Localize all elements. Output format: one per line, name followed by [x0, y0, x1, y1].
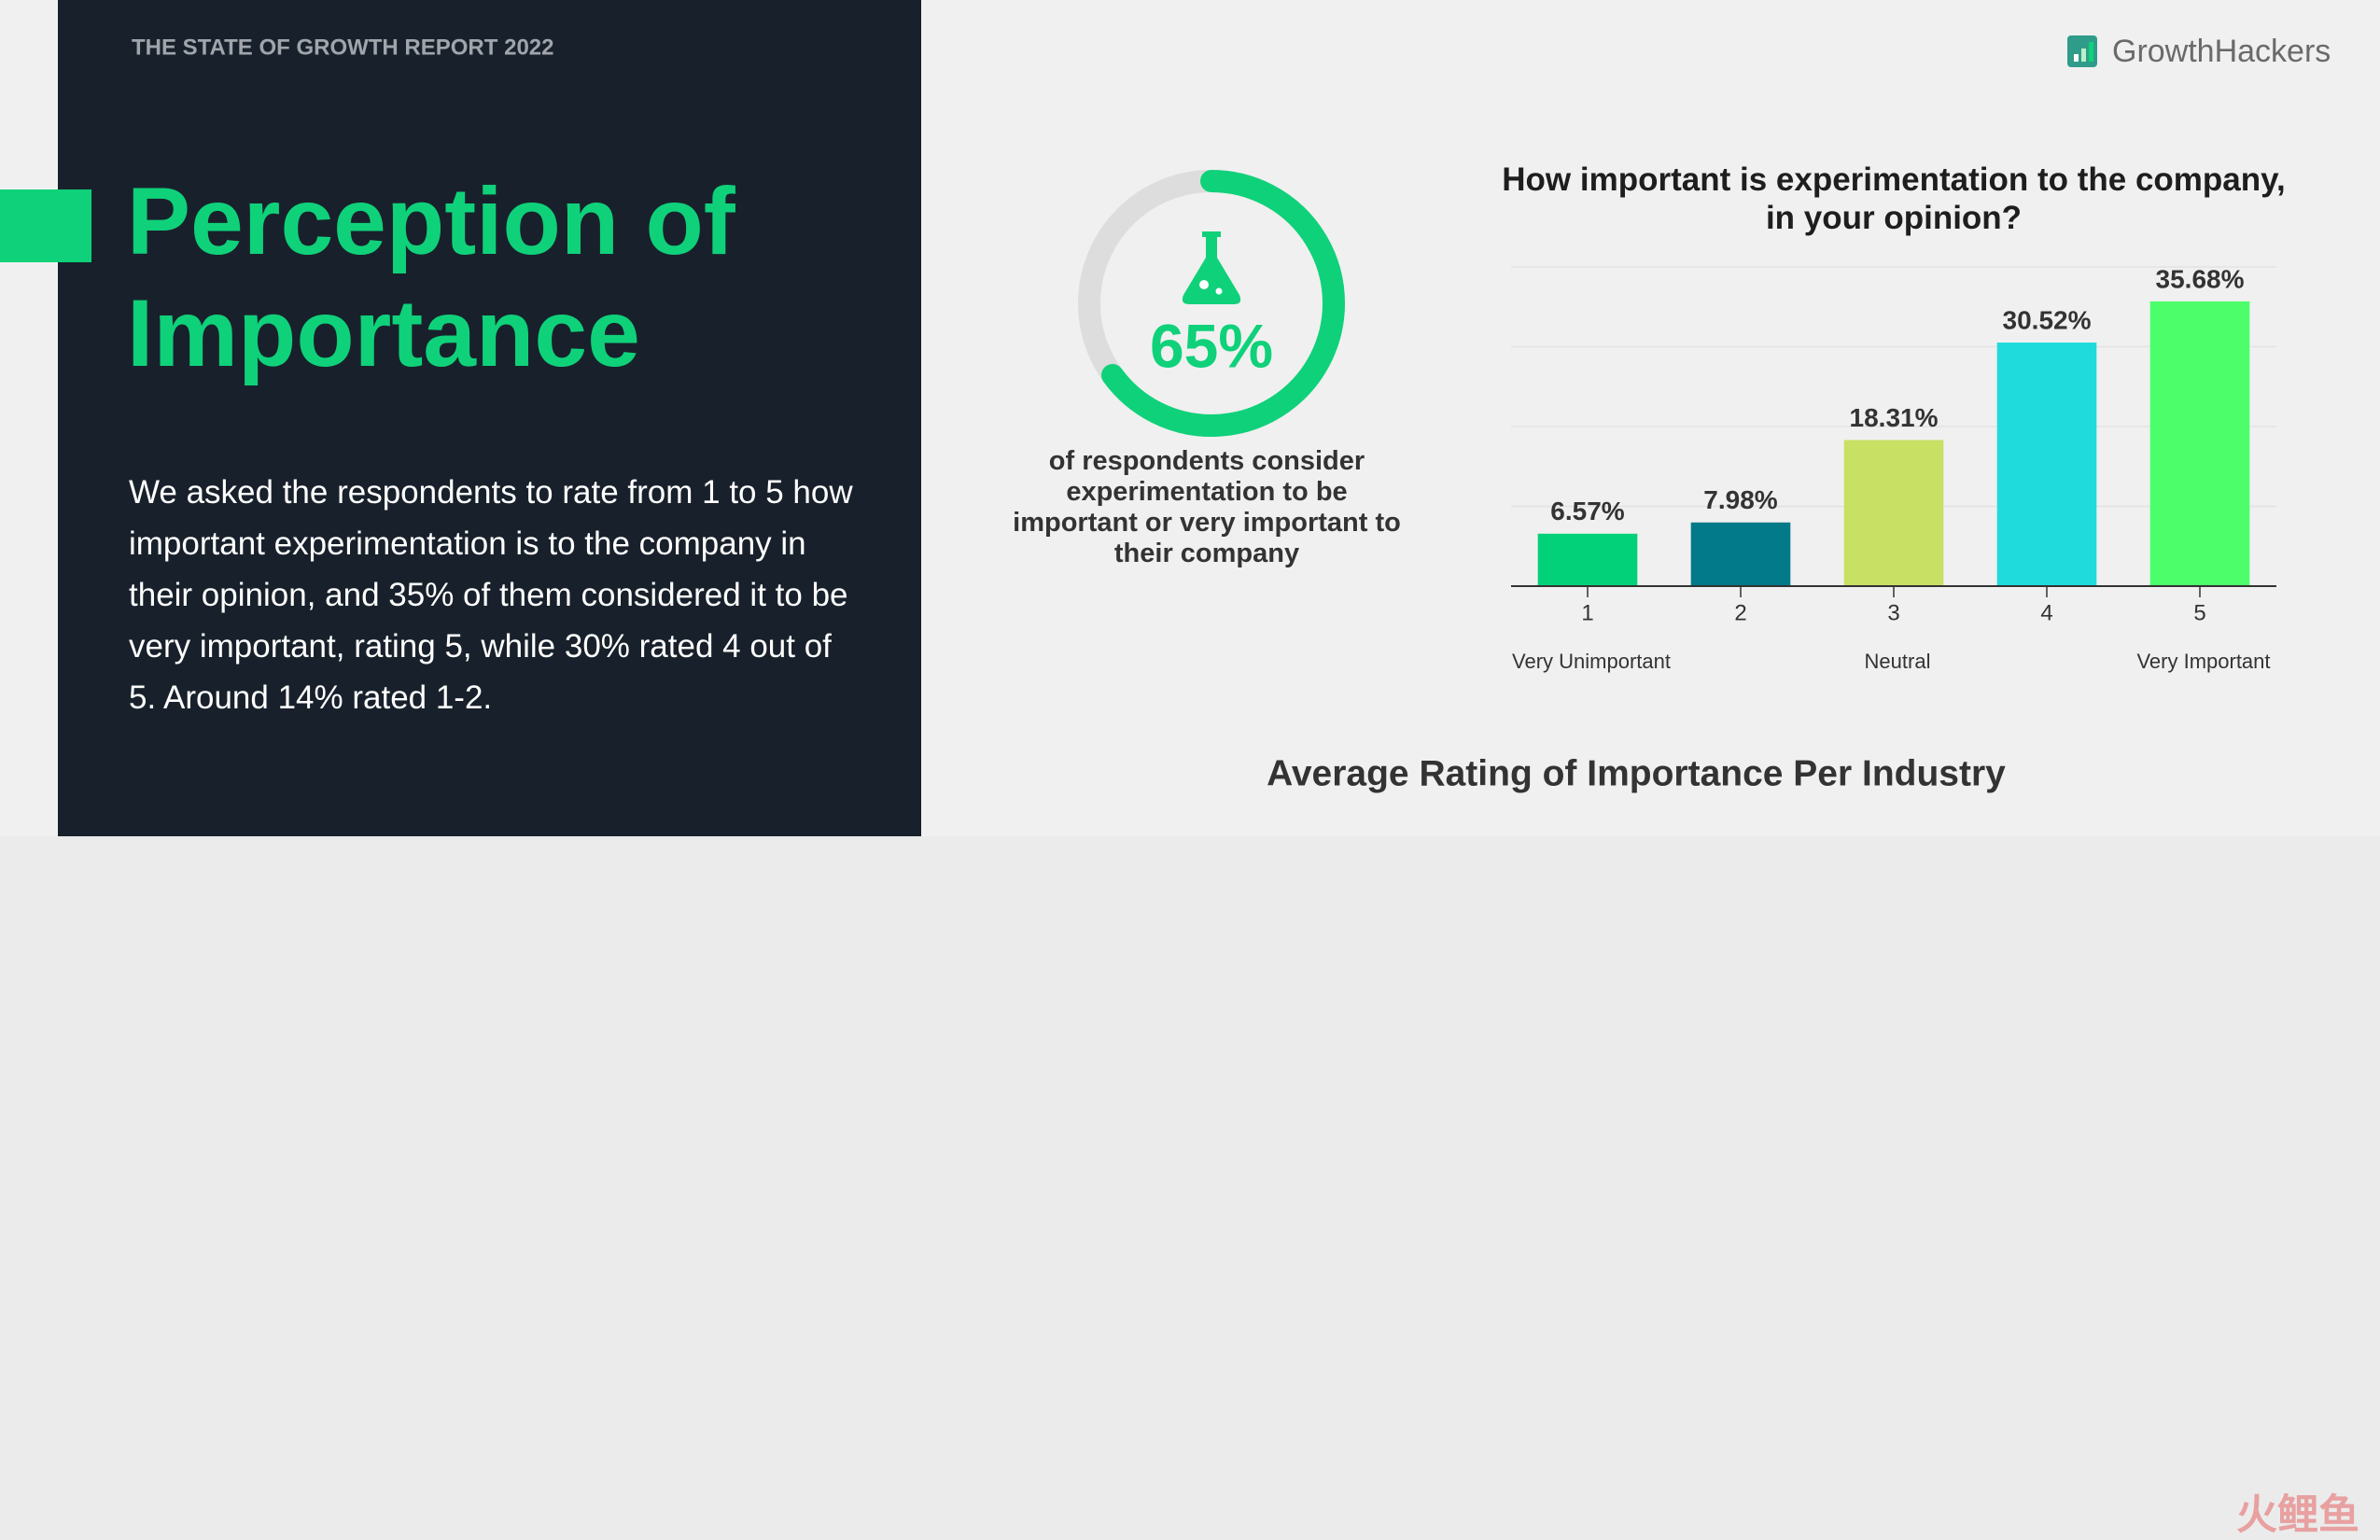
flask-bubble — [1215, 287, 1223, 295]
flask-bubble — [1199, 280, 1209, 289]
value-label: 35.68% — [2156, 264, 2245, 293]
logo-text: GrowthHackers — [2112, 34, 2331, 69]
value-label: 30.52% — [2003, 305, 2092, 334]
x-tick-label: 4 — [2040, 600, 2052, 625]
bar — [1996, 343, 2097, 586]
donut-value: 65% — [1150, 311, 1273, 380]
chart-title: How important is experimentation to the … — [1502, 161, 2286, 236]
flask-icon — [1182, 231, 1241, 304]
page-title: Perception of — [127, 168, 736, 274]
category-description: Very Unimportant — [1512, 650, 1671, 673]
logo-icon-bar — [2089, 42, 2093, 62]
value-label: 7.98% — [1703, 485, 1777, 514]
dark-panel — [58, 0, 921, 836]
x-tick-label: 1 — [1581, 600, 1593, 625]
watermark: 火鲤鱼 — [2236, 1492, 2359, 1538]
donut-caption-box: of respondents consider experimentation … — [1013, 446, 1401, 568]
chart-title-box: How important is experimentation to the … — [1502, 161, 2286, 236]
bar — [1537, 533, 1638, 586]
logo-icon-bar — [2074, 54, 2079, 62]
donut-arc — [1101, 170, 1345, 437]
bar — [2149, 301, 2250, 586]
category-description: Neutral — [1865, 650, 1931, 673]
logo-icon-bar — [2081, 49, 2086, 62]
body-text: We asked the respondents to rate from 1 … — [129, 474, 853, 716]
x-tick-label: 3 — [1887, 600, 1899, 625]
report-label: THE STATE OF GROWTH REPORT 2022 — [132, 35, 553, 60]
body-box: We asked the respondents to rate from 1 … — [129, 474, 853, 716]
page-title: Importance — [127, 280, 640, 386]
value-label: 18.31% — [1850, 403, 1939, 432]
section-title: Average Rating of Importance Per Industr… — [1267, 753, 2006, 793]
x-tick-label: 2 — [1734, 600, 1746, 625]
category-description: Very Important — [2136, 650, 2270, 673]
donut-caption: of respondents consider experimentation … — [1013, 446, 1401, 568]
bar — [1843, 440, 1944, 586]
x-tick-label: 5 — [2193, 600, 2205, 625]
accent-bar — [0, 189, 91, 262]
value-label: 6.57% — [1550, 497, 1624, 525]
bar — [1690, 522, 1791, 586]
